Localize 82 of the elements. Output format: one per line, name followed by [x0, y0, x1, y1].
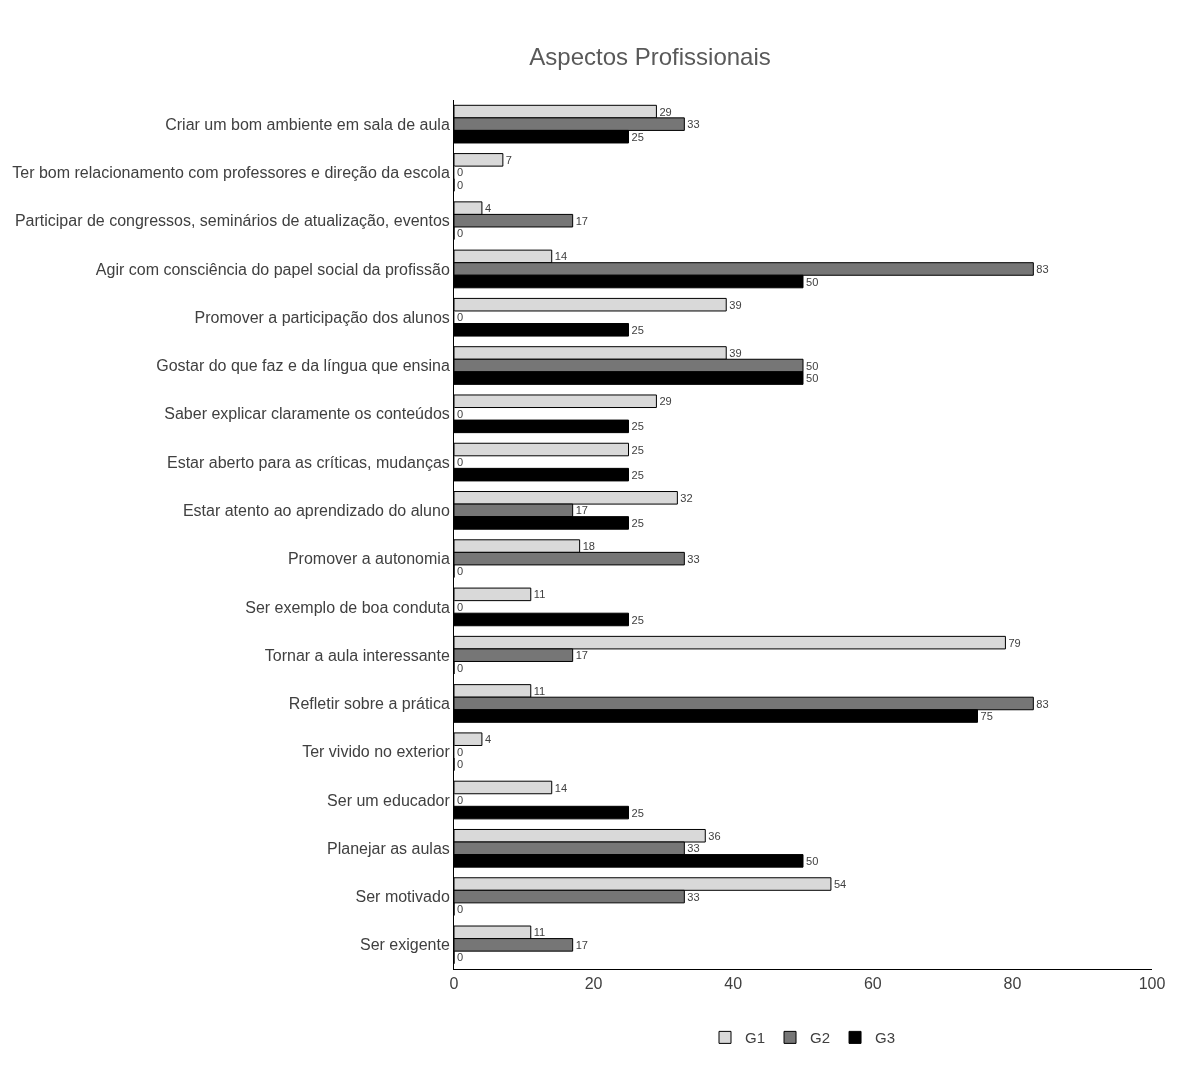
- data-label: 25: [631, 130, 644, 143]
- data-label: 33: [687, 890, 700, 903]
- data-label: 25: [631, 323, 644, 336]
- data-label: 25: [631, 420, 644, 433]
- y-tick-label: Ser exemplo de boa conduta: [245, 598, 450, 616]
- data-label: 0: [457, 456, 464, 469]
- data-label: 29: [659, 105, 672, 118]
- data-label: 0: [457, 407, 464, 420]
- y-tick-label: Promover a autonomia: [287, 550, 450, 568]
- data-label: 50: [806, 275, 819, 288]
- data-label: 0: [457, 661, 464, 674]
- data-label: 25: [631, 516, 644, 529]
- y-tick-label: Ter vivido no exterior: [302, 743, 451, 761]
- data-label: 25: [631, 443, 644, 456]
- x-tick-label: 20: [584, 975, 603, 993]
- data-label: 11: [533, 684, 546, 697]
- data-label: 17: [575, 649, 588, 662]
- x-tick-label: 100: [1138, 975, 1166, 993]
- y-tick-label: Refletir sobre a prática: [288, 695, 450, 713]
- y-tick-label: Promover a participação dos alunos: [194, 308, 450, 326]
- data-label: 17: [575, 214, 588, 227]
- data-label: 14: [554, 781, 568, 794]
- y-tick-label: Saber explicar claramente os conteúdos: [164, 405, 450, 423]
- chart-title: Aspectos Profissionais: [529, 42, 771, 70]
- data-label: 17: [575, 938, 588, 951]
- data-label: 54: [833, 878, 847, 891]
- data-label: 83: [1036, 263, 1049, 276]
- data-label: 0: [457, 311, 464, 324]
- y-tick-label: Estar aberto para as críticas, mudanças: [167, 453, 450, 471]
- data-label: 0: [457, 951, 464, 964]
- data-label: 50: [806, 372, 819, 385]
- data-label: 0: [457, 745, 464, 758]
- data-label: 0: [457, 903, 464, 916]
- y-tick-label: Agir com consciência do papel social da profissão: [95, 260, 450, 278]
- data-label: 11: [533, 926, 546, 939]
- data-label: 29: [659, 395, 672, 408]
- data-label: 7: [505, 153, 513, 166]
- y-tick-label: Participar de congressos, seminários de atualização, eventos: [14, 212, 450, 230]
- data-label: 11: [533, 588, 546, 601]
- data-label: 18: [582, 540, 595, 553]
- y-tick-label: Estar atento ao aprendizado do aluno: [182, 501, 450, 519]
- data-label: 0: [457, 179, 464, 192]
- legend-label: G3: [875, 1029, 896, 1047]
- data-label: 0: [457, 758, 464, 771]
- data-label: 33: [687, 552, 700, 565]
- legend-label: G1: [745, 1029, 766, 1047]
- y-tick-label: Ser motivado: [355, 888, 450, 906]
- data-label: 0: [457, 565, 464, 578]
- data-label: 39: [729, 347, 742, 360]
- y-tick-label: Ter bom relacionamento com professores e direção da escola: [12, 164, 450, 182]
- data-label: 0: [457, 600, 464, 613]
- x-tick-label: 0: [449, 975, 459, 993]
- y-tick-label: Criar um bom ambiente em sala de aula: [165, 115, 450, 133]
- data-label: 25: [631, 613, 644, 626]
- y-tick-label: Tornar a aula interessante: [264, 646, 450, 664]
- data-label: 50: [806, 854, 819, 867]
- data-label: 0: [457, 227, 464, 240]
- y-tick-label: Ser um educador: [327, 791, 451, 809]
- y-tick-label: Ser exigente: [359, 936, 450, 954]
- y-tick-label: Gostar do que faz e da língua que ensina: [156, 357, 450, 375]
- data-label: 36: [708, 829, 721, 842]
- y-tick-label: Planejar as aulas: [327, 839, 450, 857]
- x-tick-label: 60: [863, 975, 882, 993]
- data-label: 4: [484, 202, 492, 215]
- data-label: 0: [457, 166, 464, 179]
- data-label: 4: [484, 733, 492, 746]
- data-label: 33: [687, 842, 700, 855]
- data-label: 25: [631, 806, 644, 819]
- data-label: 83: [1036, 697, 1049, 710]
- data-label: 14: [554, 250, 568, 263]
- data-label: 75: [980, 710, 993, 723]
- data-label: 39: [729, 298, 742, 311]
- legend-label: G2: [810, 1029, 831, 1047]
- data-label: 0: [457, 794, 464, 807]
- data-label: 17: [575, 504, 588, 517]
- data-label: 79: [1008, 636, 1021, 649]
- data-label: 25: [631, 468, 644, 481]
- data-label: 50: [806, 359, 819, 372]
- x-tick-label: 40: [724, 975, 743, 993]
- x-tick-label: 80: [1003, 975, 1022, 993]
- data-label: 33: [687, 118, 700, 131]
- data-label: 32: [680, 491, 693, 504]
